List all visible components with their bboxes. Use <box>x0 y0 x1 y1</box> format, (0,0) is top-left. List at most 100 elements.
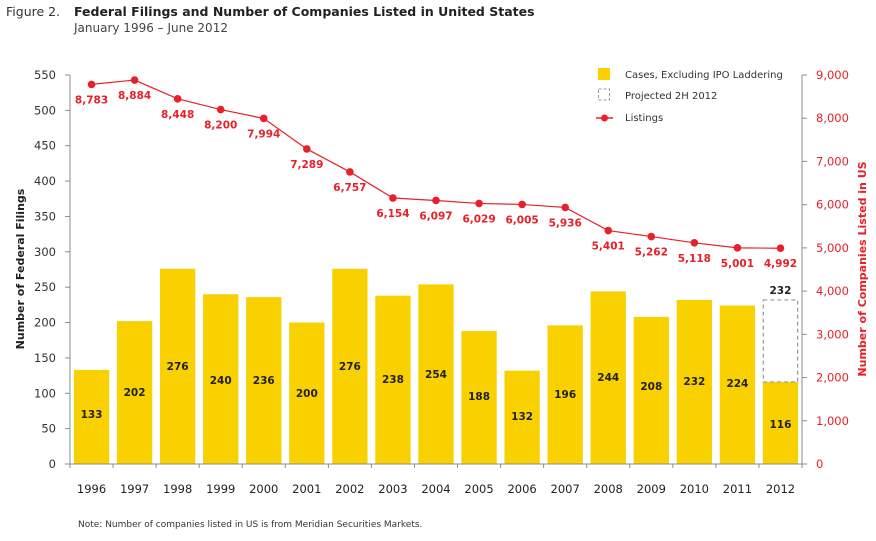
bar-value-label: 236 <box>253 375 275 387</box>
bar <box>547 325 583 464</box>
listings-value-label: 5,401 <box>592 241 625 253</box>
legend-label-listings: Listings <box>625 113 663 124</box>
listings-line <box>91 79 781 249</box>
bar <box>719 305 756 464</box>
x-tick-label: 2003 <box>378 482 407 496</box>
bar <box>159 268 196 464</box>
listings-value-label: 8,783 <box>75 94 108 106</box>
bar <box>246 297 282 464</box>
legend-swatch-cases <box>598 68 610 80</box>
bar-value-label: 133 <box>81 409 103 421</box>
bar-series <box>73 268 799 464</box>
x-tick-label: 2008 <box>594 482 623 496</box>
bar <box>375 295 411 464</box>
chart-title: Federal Filings and Number of Companies … <box>74 4 535 19</box>
x-tick-label: 2001 <box>292 482 321 496</box>
listings-value-label: 5,936 <box>549 217 582 229</box>
x-tick-label: 2006 <box>507 482 536 496</box>
figure-label: Figure 2. <box>6 4 61 19</box>
bar <box>461 331 497 464</box>
y-tick-label: 50 <box>41 422 56 436</box>
bar-value-label: 244 <box>597 372 619 384</box>
bar <box>590 291 626 464</box>
listings-point <box>604 226 613 235</box>
bar <box>762 381 799 464</box>
listings-value-label: 8,448 <box>161 109 194 121</box>
y-tick-label: 100 <box>34 386 56 400</box>
listings-value-label: 7,289 <box>290 159 323 171</box>
x-tick-label: 1997 <box>120 482 149 496</box>
listings-value-label: 6,029 <box>462 213 495 225</box>
listings-point <box>216 105 225 114</box>
bar-value-label: 208 <box>640 381 662 393</box>
bar <box>203 294 239 464</box>
bar <box>116 321 153 464</box>
x-tick-label: 2004 <box>421 482 450 496</box>
bar <box>633 316 669 464</box>
listings-point <box>130 76 139 84</box>
projected-bar-label: 232 <box>770 285 792 297</box>
bar-value-label: 224 <box>726 378 748 390</box>
legend: Cases, Excluding IPO Laddering Projected … <box>596 68 783 124</box>
bar <box>504 370 540 464</box>
projected-series <box>762 299 799 383</box>
bar <box>73 369 110 464</box>
bar <box>418 284 454 464</box>
listings-point <box>87 80 96 89</box>
y-tick-label: 400 <box>34 174 56 188</box>
listings-point <box>561 203 569 212</box>
listings-value-label: 4,992 <box>764 258 797 270</box>
y-tick-label: 250 <box>34 280 56 294</box>
data-labels: 232 133 202 276 240 236 200 276 238 254 188 132 196 2… <box>75 90 797 431</box>
y2-tick-label: 9,000 <box>816 68 849 82</box>
legend-swatch-dot <box>601 114 608 122</box>
chart-subtitle: January 1996 – June 2012 <box>74 21 228 35</box>
y-tick-label: 200 <box>34 316 56 330</box>
x-tick-label: 2000 <box>249 482 278 496</box>
listings-value-label: 6,757 <box>333 182 366 194</box>
y-tick-label: 350 <box>34 209 56 223</box>
x-tick-label: 2012 <box>766 482 795 496</box>
listings-value-label: 6,097 <box>419 210 452 222</box>
listings-value-label: 8,200 <box>204 120 237 132</box>
y-tick-label: 150 <box>34 351 56 365</box>
listings-point <box>733 244 742 252</box>
y2-axis-title: Number of Companies Listed in US <box>856 161 869 376</box>
x-tick-label: 2009 <box>637 482 666 496</box>
legend-label-projected: Projected 2H 2012 <box>625 91 717 102</box>
legend-swatch-projected <box>598 88 610 101</box>
bar-value-label: 254 <box>425 369 447 381</box>
source-note: Note: Number of companies listed in US i… <box>78 520 423 530</box>
bar-value-label: 132 <box>511 411 533 423</box>
bar <box>332 268 368 464</box>
y-tick-label: 0 <box>49 457 56 471</box>
y2-tick-label: 8,000 <box>816 111 849 125</box>
bar-value-label: 196 <box>554 389 576 401</box>
y2-tick-label: 0 <box>816 457 823 471</box>
bar-value-label: 200 <box>296 388 318 400</box>
listings-point <box>518 200 526 209</box>
listings-value-label: 5,001 <box>721 258 754 270</box>
listings-point <box>647 232 656 241</box>
listings-value-label: 6,154 <box>376 208 409 220</box>
x-tick-label: 2002 <box>335 482 364 496</box>
y2-tick-label: 7,000 <box>816 154 849 168</box>
axes: 0 50 100 150 200 250 300 350 400 450 500 550 0 1,000 2… <box>34 68 849 496</box>
x-tick-label: 1996 <box>77 482 106 496</box>
y-tick-label: 300 <box>34 245 56 259</box>
listings-value-label: 6,005 <box>506 214 539 226</box>
bar-value-label: 232 <box>683 376 705 388</box>
listings-value-label: 5,262 <box>635 247 668 259</box>
projected-bar <box>762 299 799 383</box>
listings-point <box>690 238 699 247</box>
y-tick-label: 450 <box>34 139 56 153</box>
bar-value-label: 188 <box>468 391 490 403</box>
bar-value-label: 202 <box>124 387 146 399</box>
x-tick-label: 2011 <box>723 482 752 496</box>
listings-point <box>173 95 182 103</box>
listings-point <box>303 145 311 153</box>
y-tick-label: 500 <box>34 103 56 117</box>
y2-tick-label: 5,000 <box>816 241 849 255</box>
listings-point <box>259 114 268 123</box>
